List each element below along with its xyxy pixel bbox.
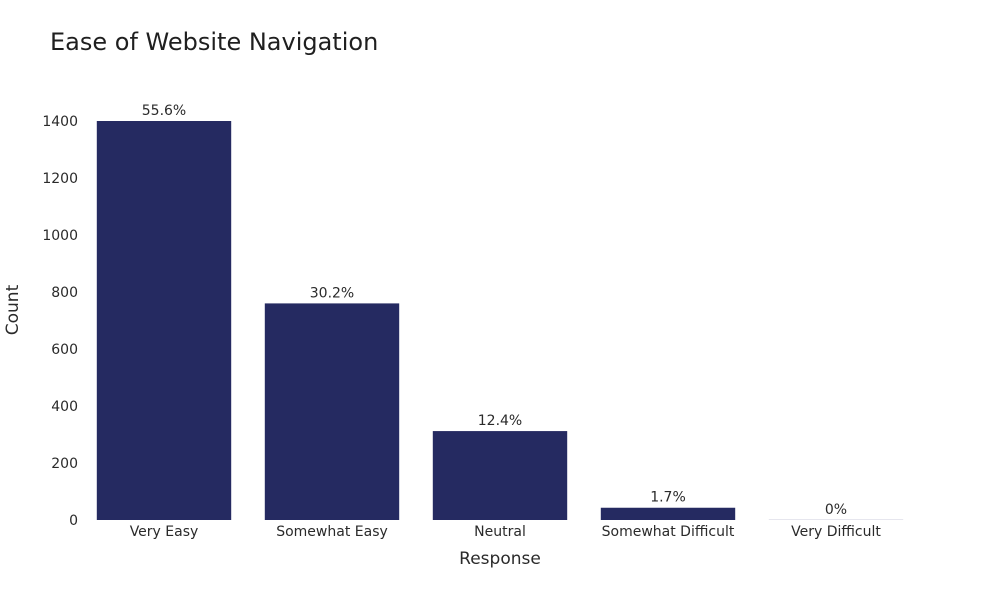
bar[interactable] xyxy=(432,431,568,520)
x-axis-title: Response xyxy=(459,549,541,569)
bar[interactable] xyxy=(264,303,400,520)
data-label: 55.6% xyxy=(142,103,186,119)
y-tick-label: 1400 xyxy=(42,114,78,130)
bars-group xyxy=(96,121,904,520)
chart-title: Ease of Website Navigation xyxy=(50,28,378,56)
x-tick-label: Somewhat Easy xyxy=(276,524,388,540)
y-tick-label: 600 xyxy=(51,342,78,358)
data-label: 0% xyxy=(825,502,847,518)
data-labels-group: 55.6% 30.2% 12.4% 1.7% 0% xyxy=(142,103,847,518)
data-label: 12.4% xyxy=(478,413,522,429)
x-axis: Very Easy Somewhat Easy Neutral Somewhat Di… xyxy=(130,524,882,540)
bar[interactable] xyxy=(96,121,232,520)
y-tick-label: 1000 xyxy=(42,228,78,244)
y-tick-label: 800 xyxy=(51,285,78,301)
data-label: 30.2% xyxy=(310,285,354,301)
y-axis: 0 200 400 600 800 1000 1200 1400 xyxy=(42,114,78,529)
y-tick-label: 400 xyxy=(51,399,78,415)
y-tick-label: 200 xyxy=(51,456,78,472)
x-tick-label: Neutral xyxy=(474,524,526,540)
data-label: 1.7% xyxy=(650,490,686,506)
y-tick-label: 0 xyxy=(69,513,78,529)
bar[interactable] xyxy=(600,507,736,520)
bar[interactable] xyxy=(768,519,904,520)
x-tick-label: Somewhat Difficult xyxy=(602,524,735,540)
x-tick-label: Very Easy xyxy=(130,524,199,540)
x-tick-label: Very Difficult xyxy=(791,524,881,540)
y-axis-title: Count xyxy=(3,284,23,335)
y-tick-label: 1200 xyxy=(42,171,78,187)
